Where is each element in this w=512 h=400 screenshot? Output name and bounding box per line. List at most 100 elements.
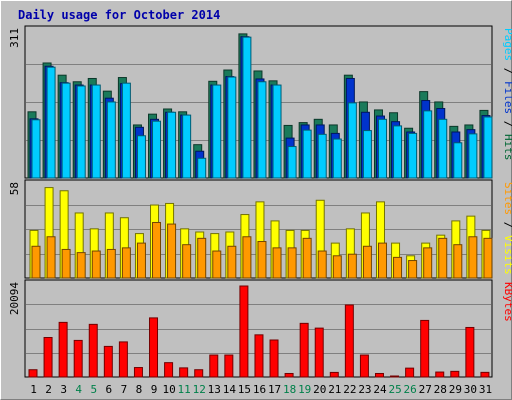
panel-3: 20094 KBytes (8, 279, 512, 378)
bar-kbytes-day-8 (133, 367, 143, 378)
x-tick-label: 19 (298, 383, 311, 396)
bar-sites-day-11 (182, 244, 192, 279)
bar-kbytes-day-18 (284, 372, 294, 378)
bar-kbytes-day-14 (224, 354, 234, 378)
x-tick-label: 26 (404, 383, 417, 396)
bar-sites-day-25 (393, 256, 403, 279)
bar-kbytes-day-3 (58, 321, 68, 378)
bar-sites-day-3 (61, 248, 71, 279)
bar-pages-day-14 (227, 76, 237, 179)
bar-pages-day-15 (242, 36, 252, 179)
x-tick-label: 20 (313, 383, 326, 396)
x-tick-label: 17 (268, 383, 281, 396)
bar-sites-day-12 (197, 237, 207, 279)
bar-pages-day-26 (408, 132, 418, 179)
bar-kbytes-day-15 (239, 285, 249, 378)
bar-pages-day-20 (317, 133, 327, 179)
x-axis-ticks: 1 2 3 4 5 6 7 8 9 10 11 12 13 14 15 16 17 18 19 20 21 22 23 24 2… (30, 383, 492, 396)
bar-sites-day-27 (423, 247, 433, 279)
bar-sites-day-19 (302, 237, 312, 279)
panel-max-label: 20094 (8, 282, 21, 315)
bar-sites-day-13 (212, 250, 222, 279)
bar-kbytes-day-7 (118, 341, 128, 378)
x-tick-label: 25 (388, 383, 401, 396)
x-tick-label: 8 (136, 383, 143, 396)
bar-pages-day-3 (61, 82, 71, 179)
legend-label-part: Hits (502, 134, 512, 161)
bar-sites-day-8 (136, 242, 146, 279)
bar-pages-day-18 (287, 146, 297, 179)
panel-2: 58 Sites / Visits (8, 179, 512, 279)
bar-pages-day-17 (272, 84, 282, 179)
bar-sites-day-31 (483, 237, 493, 279)
x-tick-label: 21 (328, 383, 341, 396)
bar-kbytes-day-24 (374, 372, 384, 378)
bar-kbytes-day-17 (269, 339, 279, 378)
panel-1: 311 Pages / Files / Hits (8, 25, 512, 179)
legend-label-part: KBytes (502, 282, 512, 322)
x-tick-label: 31 (479, 383, 492, 396)
x-tick-label: 3 (60, 383, 67, 396)
bar-pages-day-4 (76, 85, 86, 179)
bar-sites-day-5 (91, 250, 101, 279)
bar-kbytes-day-4 (73, 339, 83, 378)
x-tick-label: 16 (253, 383, 266, 396)
chart-panels: 311 Pages / Files / Hits 58 Sites / Visits 2… (8, 25, 512, 378)
bar-kbytes-day-10 (164, 362, 174, 378)
legend-label-part: Visits (502, 235, 512, 275)
panel-series-label: Sites / Visits (502, 182, 512, 275)
bar-sites-day-24 (377, 242, 387, 279)
bar-kbytes-day-20 (314, 327, 324, 378)
bar-sites-day-4 (76, 252, 86, 279)
bar-kbytes-day-9 (149, 317, 159, 378)
bar-pages-day-25 (393, 125, 403, 179)
x-tick-label: 11 (178, 383, 191, 396)
bar-pages-day-21 (332, 138, 342, 179)
legend-label-part: / (502, 215, 512, 235)
bar-pages-day-11 (182, 114, 192, 179)
bar-kbytes-day-31 (480, 371, 490, 378)
bar-pages-day-7 (121, 82, 131, 179)
bar-kbytes-day-27 (420, 319, 430, 378)
bar-pages-day-16 (257, 81, 267, 179)
bar-sites-day-29 (453, 244, 463, 279)
bar-sites-day-7 (121, 247, 131, 279)
bar-sites-day-28 (438, 237, 448, 279)
bar-pages-day-28 (438, 118, 448, 179)
bar-pages-day-31 (483, 116, 493, 179)
x-tick-label: 7 (121, 383, 128, 396)
bar-sites-day-17 (272, 247, 282, 279)
bar-pages-day-12 (197, 157, 207, 179)
bar-sites-day-2 (46, 236, 56, 279)
x-tick-label: 27 (419, 383, 432, 396)
bar-kbytes-day-6 (103, 345, 113, 378)
x-tick-label: 15 (238, 383, 251, 396)
bar-pages-day-5 (91, 84, 101, 179)
bar-sites-day-14 (227, 245, 237, 279)
bar-kbytes-day-1 (28, 369, 38, 378)
bar-sites-day-30 (468, 236, 478, 279)
series-pages (31, 36, 493, 179)
x-tick-label: 4 (75, 383, 82, 396)
bar-pages-day-13 (212, 84, 222, 179)
x-tick-label: 18 (283, 383, 296, 396)
bar-pages-day-29 (453, 142, 463, 179)
series-sites (31, 221, 493, 279)
bar-pages-day-19 (302, 129, 312, 179)
bar-sites-day-1 (31, 245, 41, 279)
bar-sites-day-6 (106, 248, 116, 279)
bar-kbytes-day-19 (299, 322, 309, 378)
x-tick-label: 14 (223, 383, 237, 396)
bar-sites-day-16 (257, 241, 267, 279)
bar-kbytes-day-16 (254, 334, 264, 378)
legend-label-part: Files (502, 81, 512, 114)
legend-label-part: Sites (502, 182, 512, 215)
bar-pages-day-24 (377, 118, 387, 179)
bar-kbytes-day-23 (359, 354, 369, 378)
legend-label-part: / (502, 114, 512, 134)
bar-pages-day-30 (468, 133, 478, 179)
bar-pages-day-1 (31, 119, 41, 179)
bar-sites-day-23 (362, 245, 372, 279)
bar-kbytes-day-12 (194, 369, 204, 378)
x-tick-label: 5 (90, 383, 97, 396)
